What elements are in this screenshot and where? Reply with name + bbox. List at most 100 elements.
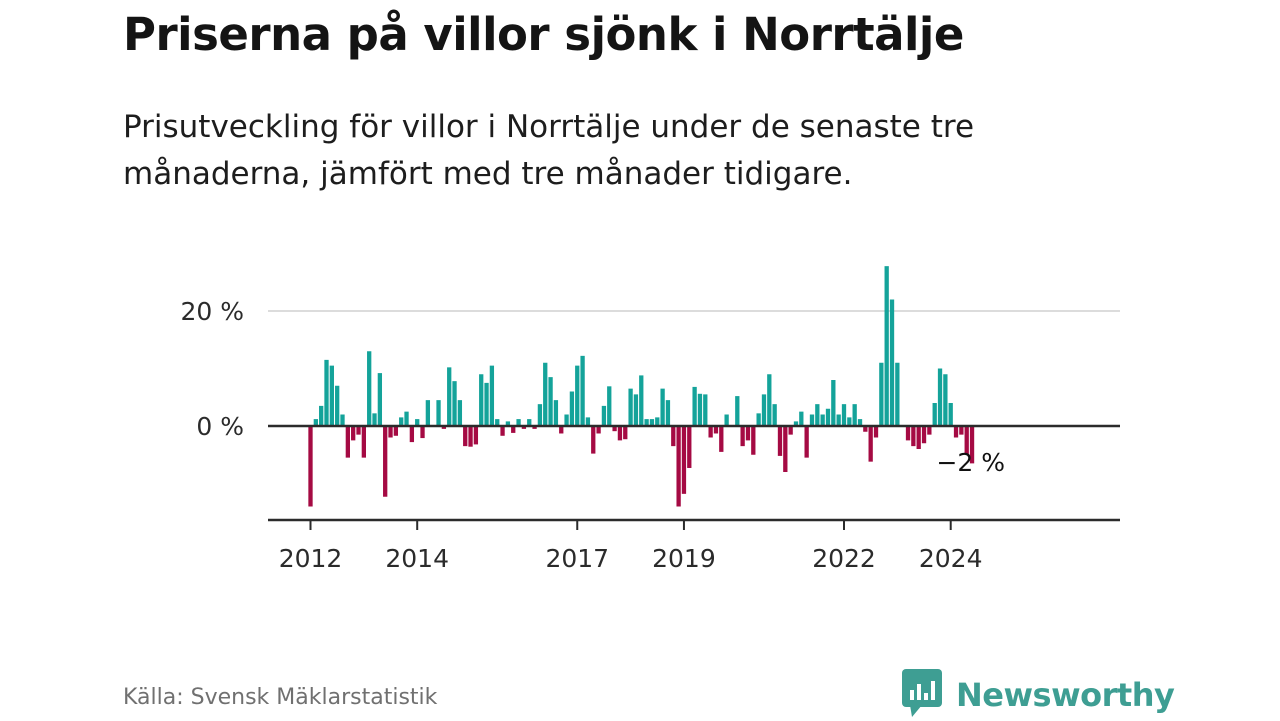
bar — [463, 426, 468, 447]
bar — [543, 362, 548, 426]
x-tick-label: 2014 — [385, 544, 449, 573]
bar — [575, 365, 580, 427]
bar — [703, 394, 708, 427]
bar — [761, 394, 767, 427]
bar — [553, 400, 559, 427]
bar — [441, 426, 447, 429]
bar — [815, 404, 820, 426]
bar — [847, 417, 852, 427]
bar — [633, 394, 639, 427]
bar — [868, 426, 873, 462]
bar — [825, 408, 831, 426]
bar — [569, 391, 575, 426]
bar-chart-speech-bubble-icon — [902, 669, 942, 721]
bar — [969, 426, 975, 464]
bar — [644, 419, 649, 426]
y-tick-label: 20 % — [180, 297, 244, 326]
bar — [345, 426, 350, 458]
bar — [745, 426, 751, 441]
bar — [777, 426, 783, 456]
bar — [948, 403, 953, 426]
bar — [873, 426, 879, 438]
y-tick-label: 0 % — [196, 412, 244, 441]
bar — [863, 426, 868, 432]
bar — [377, 373, 383, 426]
bar — [889, 299, 895, 426]
chart-subtitle: Prisutveckling för villor i Norrtälje un… — [123, 109, 975, 192]
bar — [612, 426, 617, 432]
x-tick-label: 2024 — [919, 544, 983, 573]
bar — [580, 355, 585, 426]
bar — [308, 426, 313, 507]
bar — [473, 426, 479, 445]
bar — [420, 426, 425, 439]
bar — [468, 426, 473, 447]
bar — [564, 414, 569, 426]
bar — [537, 404, 543, 426]
bar — [457, 400, 463, 427]
bar — [495, 419, 500, 426]
bar — [628, 388, 633, 427]
bar — [836, 414, 841, 426]
brand-name: Newsworthy — [956, 676, 1175, 714]
bar — [601, 405, 607, 427]
bar — [548, 377, 553, 427]
bar — [324, 359, 329, 427]
bar — [500, 426, 505, 436]
bar — [916, 426, 921, 449]
bar — [884, 266, 889, 426]
bar — [857, 419, 863, 426]
brand-logo[interactable]: Newsworthy — [902, 669, 1175, 721]
bar — [708, 426, 713, 438]
bar — [964, 426, 969, 455]
bar — [927, 426, 932, 435]
chart-title: Priserna på villor sjönk i Norrtälje — [123, 8, 964, 61]
bar-series — [308, 266, 975, 507]
bar — [607, 386, 612, 426]
bar — [692, 386, 697, 426]
bar — [521, 426, 527, 429]
source-note: Källa: Svensk Mäklarstatistik — [123, 685, 438, 710]
bar — [772, 404, 777, 426]
bar — [831, 380, 836, 426]
bar — [393, 426, 399, 436]
bar — [649, 419, 655, 426]
bar — [921, 426, 927, 444]
bar — [479, 374, 484, 426]
x-tick-label: 2022 — [812, 544, 876, 573]
bar — [340, 414, 345, 426]
bar — [372, 413, 377, 426]
bar — [681, 426, 687, 494]
bar — [788, 426, 793, 435]
bar — [804, 426, 809, 458]
bar — [596, 426, 601, 434]
bar — [585, 417, 591, 427]
bar — [852, 404, 857, 426]
x-tick-label: 2012 — [279, 544, 343, 573]
bar — [399, 417, 404, 427]
bar — [516, 419, 521, 426]
bar — [905, 426, 911, 441]
bar — [799, 411, 804, 427]
bar — [623, 426, 628, 440]
bar — [793, 421, 799, 426]
bar — [809, 414, 815, 426]
bar — [820, 414, 825, 426]
bar — [361, 426, 366, 458]
bar — [617, 426, 623, 441]
bar — [351, 426, 356, 441]
bar — [532, 426, 537, 429]
bar — [697, 393, 703, 426]
bar — [751, 426, 756, 455]
bar — [329, 365, 334, 427]
bar — [943, 374, 948, 426]
bar — [895, 362, 900, 426]
bar — [713, 426, 719, 434]
bar — [665, 400, 671, 427]
bar — [639, 375, 644, 426]
bar — [953, 426, 959, 438]
bar — [671, 426, 676, 447]
bar — [559, 426, 564, 434]
bar — [436, 400, 441, 427]
bar — [356, 426, 361, 435]
